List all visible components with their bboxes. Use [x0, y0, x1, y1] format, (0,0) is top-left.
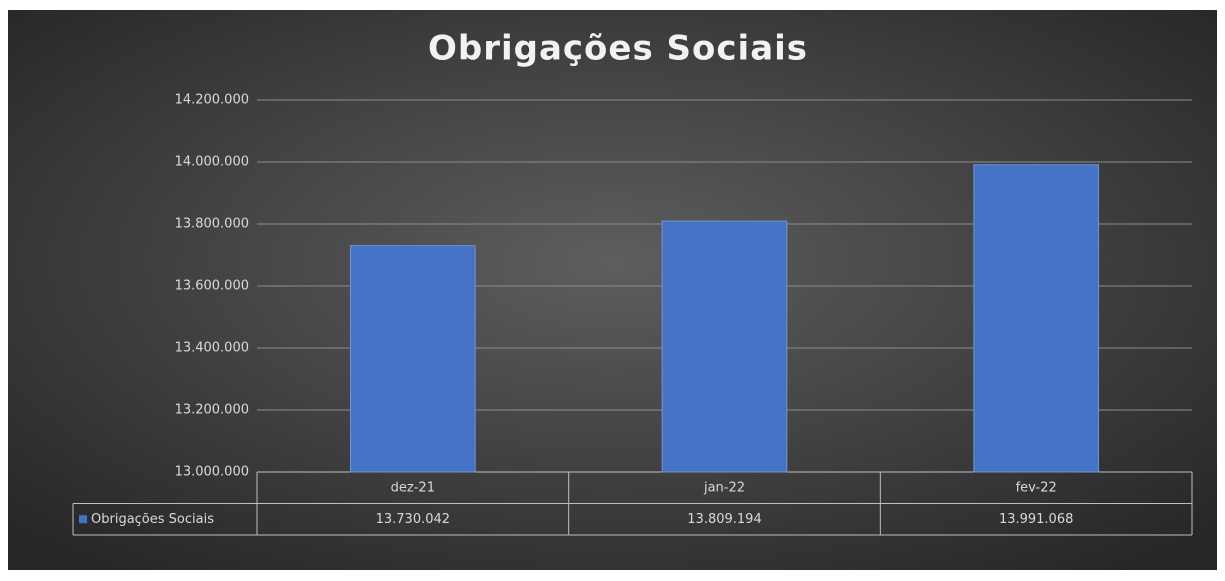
y-tick-label: 13.400.000 — [175, 341, 249, 356]
legend-key — [79, 515, 87, 524]
x-tick-label: jan-22 — [703, 480, 745, 495]
y-tick-label: 13.800.000 — [175, 217, 249, 232]
bar — [661, 220, 788, 473]
x-tick-label: dez-21 — [391, 480, 435, 495]
y-tick-label: 13.200.000 — [175, 403, 249, 418]
data-table-value: 13.991.068 — [999, 512, 1073, 527]
legend-label: Obrigações Sociais — [91, 512, 214, 527]
y-tick-label: 14.000.000 — [175, 155, 249, 170]
data-table-value: 13.809.194 — [687, 512, 761, 527]
chart-title: Obrigações Sociais — [428, 29, 808, 69]
x-tick-label: fev-22 — [1016, 480, 1057, 495]
bar — [350, 245, 476, 473]
y-tick-label: 13.000.000 — [175, 465, 249, 480]
data-table-value: 13.730.042 — [376, 512, 450, 527]
y-tick-label: 13.600.000 — [175, 279, 249, 294]
bar — [973, 164, 1099, 473]
y-tick-label: 14.200.000 — [175, 93, 249, 108]
